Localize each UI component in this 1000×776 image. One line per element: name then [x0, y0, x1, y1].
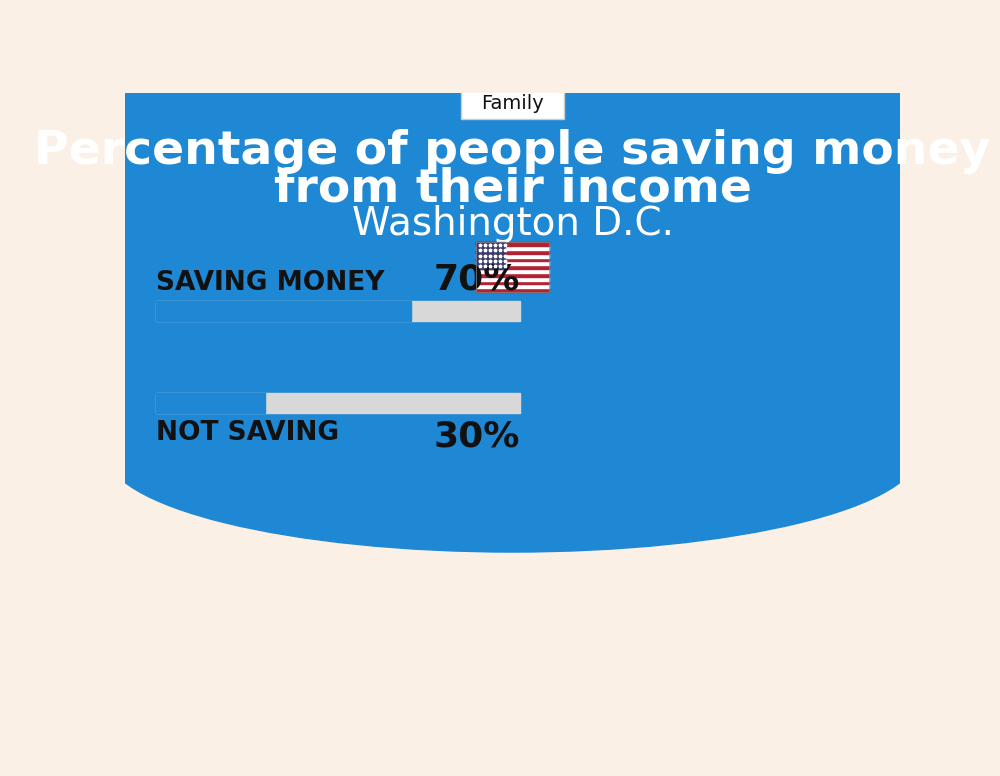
Text: NOT SAVING: NOT SAVING	[156, 420, 339, 445]
Bar	[476, 285, 549, 289]
FancyBboxPatch shape	[461, 88, 564, 119]
Bar	[156, 393, 265, 414]
Text: Washington D.C.: Washington D.C.	[352, 205, 674, 243]
Bar	[156, 301, 411, 321]
Bar	[476, 254, 549, 258]
Text: SAVING MONEY: SAVING MONEY	[156, 270, 384, 296]
Bar	[476, 246, 549, 250]
Text: 70%: 70%	[434, 262, 520, 296]
Text: 30%: 30%	[434, 420, 520, 454]
Bar	[476, 262, 549, 265]
Text: Family: Family	[481, 94, 544, 113]
Bar	[476, 269, 549, 273]
Bar	[476, 250, 549, 254]
Bar	[476, 242, 505, 269]
Bar	[476, 281, 549, 285]
Bar	[156, 301, 520, 321]
Text: Percentage of people saving money: Percentage of people saving money	[34, 129, 991, 174]
Bar	[476, 273, 549, 277]
Bar	[476, 258, 549, 262]
Bar	[476, 265, 549, 269]
Text: from their income: from their income	[274, 166, 751, 211]
Bar	[476, 289, 549, 293]
Bar	[476, 242, 549, 293]
Bar	[156, 393, 520, 414]
Bar	[476, 277, 549, 281]
Bar	[476, 242, 549, 246]
Bar	[125, 93, 900, 452]
Ellipse shape	[106, 352, 919, 552]
